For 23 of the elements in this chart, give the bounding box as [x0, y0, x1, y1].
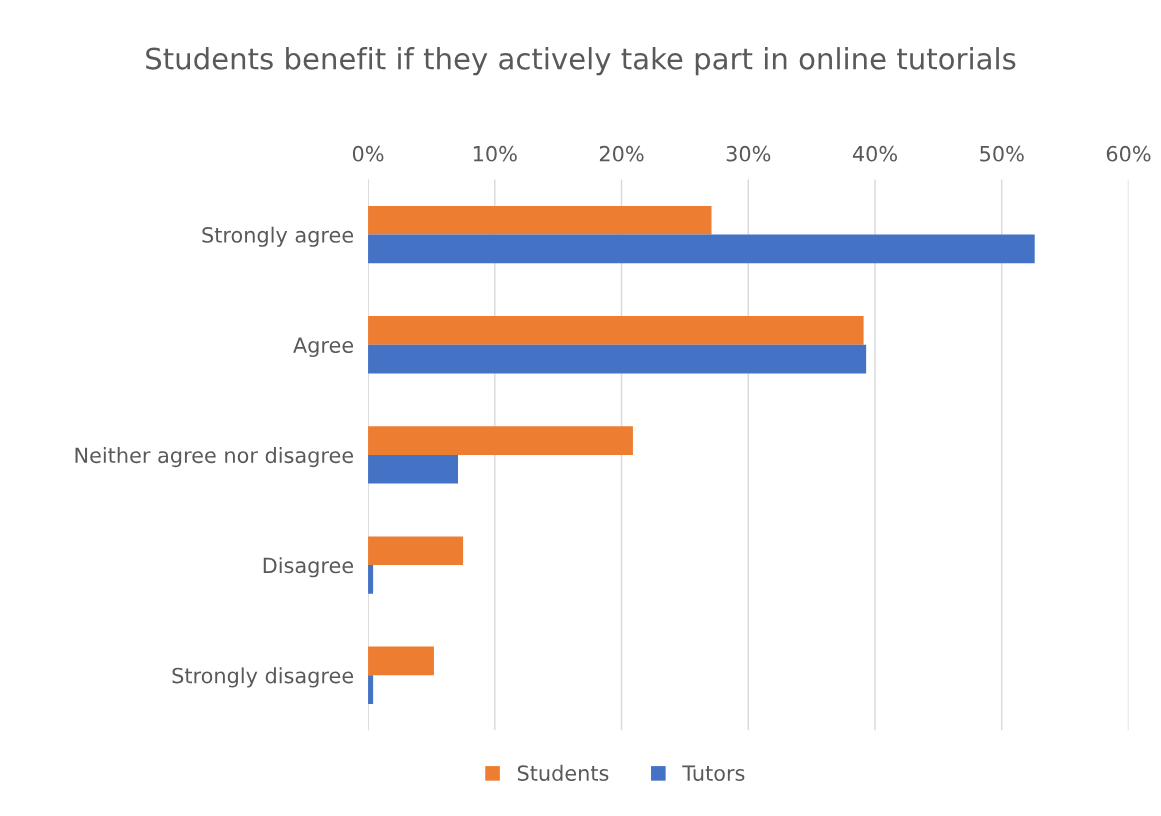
x-tick-label: 0%: [352, 145, 384, 162]
bar: [368, 344, 867, 374]
x-tick-label: 40%: [852, 145, 898, 162]
y-tick-label: Neither agree nor disagree: [75, 447, 354, 468]
chart-title: Students benefit if they actively take part in online tutorials: [146, 47, 1016, 76]
bar: [368, 234, 1035, 264]
x-tick-label: 20%: [599, 145, 644, 162]
y-tick-label: Agree: [293, 337, 354, 358]
x-tick-label: 50%: [980, 145, 1024, 162]
y-tick-label: Strongly agree: [202, 226, 354, 247]
x-tick-label: 10%: [473, 145, 517, 162]
y-tick-label: Disagree: [263, 557, 354, 578]
x-tick-label: 30%: [726, 145, 771, 162]
bar: [368, 205, 712, 235]
bar: [368, 454, 459, 484]
legend-label: Students: [517, 764, 609, 781]
bar: [368, 646, 434, 676]
bar: [368, 426, 633, 455]
bar: [368, 316, 864, 345]
bar: [368, 536, 464, 566]
y-tick-label: Strongly disagree: [172, 667, 354, 688]
legend-label: Tutors: [682, 765, 745, 781]
x-tick-label: 60%: [1106, 145, 1151, 162]
